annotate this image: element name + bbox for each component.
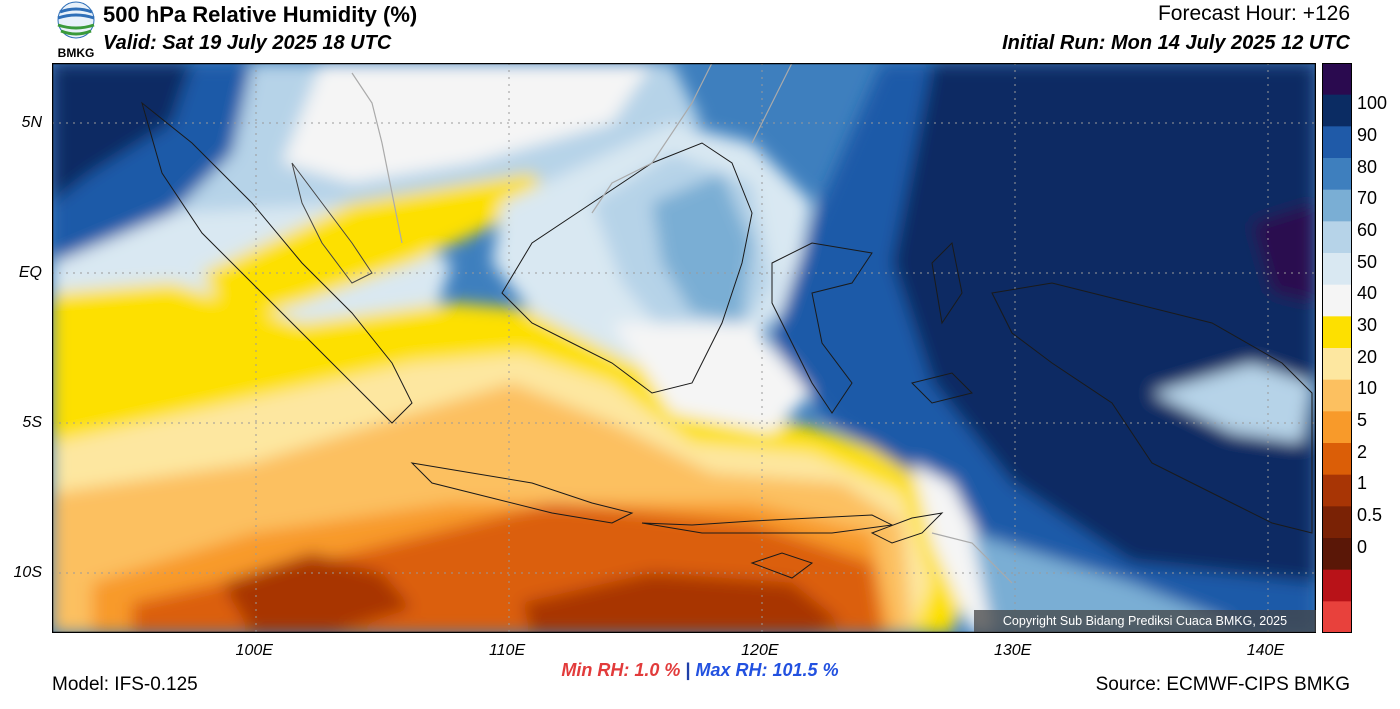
colorbar-label: 90 [1357,124,1378,145]
map-title: 500 hPa Relative Humidity (%) [103,2,418,27]
colorbar-segment [1322,506,1352,539]
colorbar-segment [1322,443,1352,476]
colorbar-segment [1322,379,1352,412]
svg-text:BMKG: BMKG [58,46,95,60]
y-tick-label: 10S [13,564,42,581]
colorbar-segment [1322,348,1352,381]
valid-time: Valid: Sat 19 July 2025 18 UTC [103,32,392,54]
colorbar-segment [1322,253,1352,286]
y-tick-label: 5N [21,114,42,131]
colorbar-segment [1322,189,1352,222]
colorbar-label: 30 [1357,314,1378,335]
colorbar-segment [1322,63,1352,96]
colorbar-segment [1322,474,1352,507]
colorbar-label: 2 [1357,441,1368,462]
colorbar-segment [1322,411,1352,444]
colorbar-segment [1322,126,1352,159]
x-tick-label: 140E [1246,642,1285,659]
colorbar-label: 100 [1357,93,1388,114]
colorbar-segment [1322,601,1352,633]
coastlines [141,101,1313,579]
colorbar-label: 20 [1357,346,1378,367]
source-label: Source: ECMWF-CIPS BMKG [1095,674,1350,695]
x-tick-label: 110E [488,642,526,659]
colorbar-label: 5 [1357,409,1368,430]
copyright-label: Copyright Sub Bidang Prediksi Cuaca BMKG… [974,610,1316,632]
stats-separator: | [685,660,691,680]
x-tick-label: 130E [993,642,1032,659]
forecast-hour: Forecast Hour: +126 [1157,2,1350,25]
y-tick-label: EQ [18,264,42,281]
colorbar-label: 10 [1357,378,1378,399]
colorbar-label: 60 [1357,219,1378,240]
colorbar-label: 80 [1357,156,1378,177]
gridlines [52,63,1316,633]
bmkg-logo: BMKG [57,1,95,60]
colorbar-label: 1 [1357,473,1368,494]
colorbar-label: 50 [1357,251,1378,272]
colorbar-segment [1322,284,1352,317]
colorbar-label: 0.5 [1357,504,1383,525]
colorbar-label: 0 [1357,536,1368,557]
colorbar-segment [1322,316,1352,349]
humidity-map [52,63,1316,633]
y-tick-label: 5S [22,414,42,431]
colorbar-segment [1322,221,1352,254]
x-tick-label: 120E [741,642,779,659]
initial-run: Initial Run: Mon 14 July 2025 12 UTC [1002,32,1350,54]
colorbar-segment [1322,569,1352,602]
colorbar-segment [1322,158,1352,191]
model-label: Model: IFS-0.125 [52,674,198,695]
colorbar-label: 40 [1357,283,1378,304]
colorbar [1322,63,1352,633]
colorbar-segment [1322,538,1352,571]
x-tick-label: 100E [235,642,273,659]
rh-stats: Min RH: 1.0 % | Max RH: 101.5 % [0,660,1400,681]
colorbar-label: 70 [1357,188,1378,209]
colorbar-segment [1322,94,1352,127]
min-rh: Min RH: 1.0 % [561,660,681,680]
max-rh: Max RH: 101.5 % [695,660,839,680]
